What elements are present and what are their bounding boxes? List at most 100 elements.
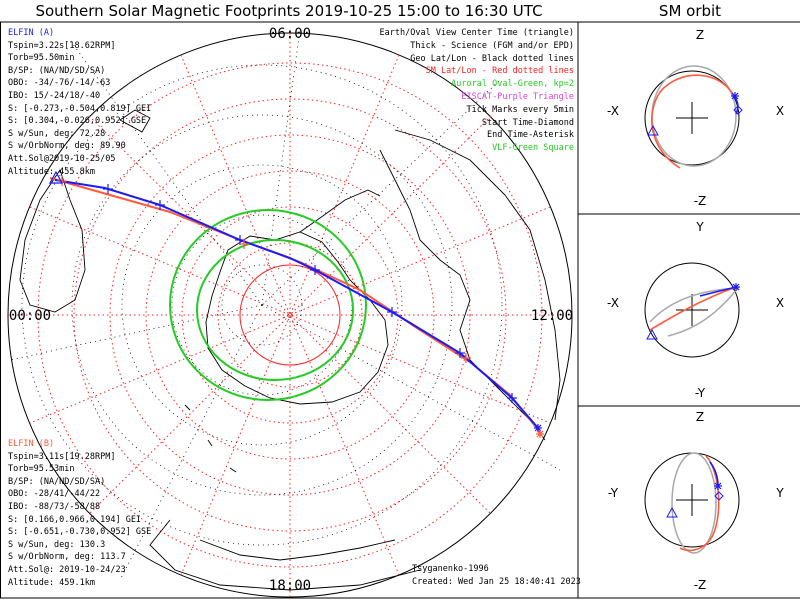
- tick-mark: [387, 307, 397, 317]
- orbit-start-triangle: [647, 124, 659, 136]
- mlt-label-right: 12:00: [531, 308, 573, 324]
- legend-entry: SM Lat/Lon - Red dotted lines: [425, 66, 574, 77]
- elfin-b-info: ELFIN (B) Tspin=3.11s[19.28RPM] Torb=95.…: [8, 438, 151, 589]
- islands: [184, 404, 237, 473]
- tick-mark: [310, 265, 320, 275]
- sm-lat-circle: [109, 134, 471, 496]
- tick-mark: [507, 393, 517, 403]
- legend-entry: Earth/Oval View Center Time (triangle): [379, 28, 574, 38]
- yz-label-bottom: -Z: [694, 578, 707, 592]
- tick-mark: [103, 184, 113, 194]
- orbit-panel-xz: [644, 70, 740, 166]
- legend: Earth/Oval View Center Time (triangle) T…: [380, 27, 574, 155]
- figure-title: Southern Solar Magnetic Footprints 2019-…: [35, 2, 543, 20]
- elfin-a-line: Torb=95.50min: [8, 53, 75, 64]
- orbit-asterisk: [731, 92, 739, 100]
- xz-label-left: -X: [607, 104, 619, 118]
- elfin-a-line: S w/OrbNorm, deg: 89.90: [8, 141, 126, 152]
- orbit-start-diamond: [733, 105, 743, 115]
- credits-created: Created: Wed Jan 25 18:40:41 2023: [412, 576, 581, 587]
- elfin-b-line: Torb=95.53min: [8, 464, 75, 475]
- elfin-a-line: S: [-0.273,-0.504,0.819] GEI: [8, 103, 152, 114]
- legend-entry: VLF-Green Square: [492, 143, 574, 154]
- elfin-b-line: S: [-0.651,-0.730,0.952] GSE: [8, 527, 152, 538]
- elfin-a-line: S w/Sun, deg: 72.28: [8, 128, 106, 139]
- earth-circle: [644, 70, 740, 166]
- yz-label-left: -Y: [608, 486, 619, 500]
- orbit-panel-title: SM orbit: [658, 2, 722, 20]
- coastlines: [19, 109, 561, 591]
- elfin-b-line: OBO: -28/41/-44/22: [8, 489, 101, 500]
- elfin-b-line: Altitude: 459.1km: [8, 577, 95, 588]
- xz-label-top: Z: [696, 28, 704, 42]
- tick-mark: [461, 353, 471, 363]
- africa-outline: [149, 519, 421, 591]
- auroral-ovals: [169, 209, 367, 401]
- elfin-b-line: Tspin=3.11s[19.28RPM]: [8, 451, 116, 462]
- elfin-b-line: IBO: -88/73/-58/88: [8, 501, 101, 512]
- earth-circle: [644, 262, 740, 358]
- orbit-asterisk: [732, 283, 740, 291]
- sm-lat-circle: [37, 62, 543, 568]
- orbit-asterisk: [714, 482, 722, 490]
- tick-mark: [155, 200, 165, 210]
- antarctica-coast: [205, 231, 389, 405]
- orbit-panel-xy: [644, 262, 740, 358]
- orbit-elfin-b: [651, 74, 735, 169]
- orbit-start-triangle: [666, 506, 678, 518]
- geo-lat-circle: [71, 114, 453, 496]
- elfin-a-line: S: [0.304,-0.026,0.952] GSE: [8, 116, 147, 127]
- elfin-b-footprint: [49, 177, 541, 433]
- elfin-a-line: Att.Sol@2019-10-25/05: [8, 153, 116, 164]
- legend-entry: EISCAT-Purple Triangle: [461, 91, 574, 102]
- orbit-panel-yz: [644, 452, 740, 548]
- orbit-tracks: [646, 65, 743, 554]
- xz-label-bottom: -Z: [694, 194, 707, 208]
- elfin-b-name: ELFIN (B): [8, 439, 55, 449]
- xy-label-top: Y: [695, 220, 704, 234]
- mlt-label-top: 06:00: [269, 26, 311, 42]
- elfin-a-name: ELFIN (A): [8, 28, 55, 38]
- end-asterisk: [534, 424, 542, 432]
- mlt-label-left: 00:00: [9, 308, 51, 324]
- geo-lat-circle: [221, 264, 303, 346]
- elfin-b-line: S w/Sun, deg: 130.3: [8, 539, 106, 550]
- sm-meridian: [29, 206, 551, 424]
- elfin-b-line: S w/OrbNorm, deg: 113.7: [8, 552, 126, 563]
- sm-lat-circle: [73, 98, 507, 532]
- elfin-a-line: Altitude: 455.8km: [8, 166, 95, 177]
- south-america-coast: [379, 149, 546, 441]
- orbit-gray: [649, 287, 740, 337]
- australia-coast: [19, 168, 86, 313]
- antarctic-peninsula: [299, 189, 381, 233]
- credits: Tsyganenko-1996 Created: Wed Jan 25 18:4…: [412, 563, 581, 588]
- elfin-a-footprint: [54, 179, 539, 429]
- elfin-a-line: OBO: -34/-76/-14/-63: [8, 78, 111, 89]
- elfin-b-line: S: [0.166,0.966,0.194] GEI: [8, 514, 142, 525]
- geo-meridian: [261, 304, 561, 471]
- africa-coast: [199, 539, 396, 561]
- legend-entry: Geo Lat/Lon - Black dotted lines: [410, 53, 574, 64]
- tick-mark: [235, 235, 245, 245]
- new-zealand: [119, 109, 151, 133]
- sm-inner-circle: [239, 264, 341, 366]
- orbit-start-diamond: [714, 491, 724, 501]
- geo-meridian: [261, 29, 301, 306]
- xy-label-bottom: -Y: [695, 386, 706, 400]
- south-america-outline: [394, 129, 561, 421]
- orbit-elfin-b: [649, 286, 737, 331]
- legend-entry: Thick - Science (FGM and/or EPD): [410, 40, 574, 51]
- xz-label-right: X: [776, 104, 784, 118]
- yz-label-top: Z: [696, 410, 704, 424]
- sm-meridians: [8, 33, 572, 597]
- orbit-gray: [651, 65, 737, 167]
- tick-mark: [57, 176, 67, 186]
- geo-lat-circle: [21, 64, 503, 546]
- auroral-oval-inner: [196, 239, 354, 381]
- polar-plot: [7, 29, 573, 598]
- orbit-gray: [671, 452, 717, 554]
- elfin-b-line: Att.Sol@: 2019-10-24/23: [8, 564, 126, 575]
- xy-label-left: -X: [607, 296, 619, 310]
- view-center-triangle: [48, 170, 64, 184]
